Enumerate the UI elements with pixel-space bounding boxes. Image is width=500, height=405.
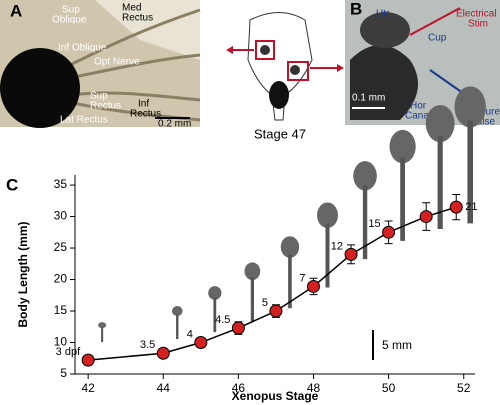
label: Inf — [138, 99, 149, 110]
x-tick-label: 52 — [457, 381, 471, 395]
label: Stim — [468, 19, 488, 30]
label: Rectus — [90, 101, 121, 112]
chart: 5 10 15 20 25 30 35 42 44 46 48 50 52 Xenopus Stage Bo… — [16, 86, 486, 403]
x-tick-label: 48 — [307, 381, 321, 395]
data-point — [449, 200, 463, 214]
data-point — [382, 225, 396, 239]
label: Sup — [62, 5, 80, 16]
panel-a: A Sup Oblique Med Rectus Inf Oblique Opt… — [0, 0, 201, 130]
label: Canal — [405, 111, 431, 122]
label: Rectus — [122, 13, 153, 24]
label: Pulse — [470, 117, 495, 128]
tadpole-head — [353, 161, 377, 191]
label: Electrical — [456, 9, 497, 20]
y-tick-label: 25 — [54, 240, 68, 254]
label: Cup — [428, 33, 447, 44]
label: 0.1 mm — [352, 93, 385, 104]
scale-label: 5 mm — [382, 338, 412, 352]
tadpole-head — [454, 86, 486, 128]
panel-b: B Utr Cup Electrical Stim 0.1 mm Hor Can… — [345, 0, 500, 128]
panel-letter: A — [10, 1, 22, 20]
y-tick-label: 30 — [54, 209, 68, 223]
label: Rectus — [130, 109, 161, 120]
tadpole-head — [98, 322, 107, 329]
data-point — [231, 321, 245, 335]
data-line — [88, 206, 457, 361]
data-point — [306, 279, 320, 293]
tadpole-head — [208, 286, 222, 300]
caption: Stage 47 — [254, 126, 306, 141]
label: Opt Nerve — [94, 57, 140, 68]
label: Hor — [410, 101, 427, 112]
y-tick-label: 20 — [54, 272, 68, 286]
data-point — [194, 336, 208, 350]
x-tick-label: 44 — [157, 381, 171, 395]
x-tick-label: 42 — [81, 381, 95, 395]
tadpole-head — [316, 202, 338, 228]
y-tick-label: 15 — [54, 303, 68, 317]
label: Lat Rectus — [60, 115, 108, 126]
x-axis-title: Xenopus Stage — [232, 389, 319, 403]
data-label: 7 — [299, 272, 305, 284]
data-label: 3 dpf — [56, 346, 81, 358]
data-label: 21 — [465, 201, 477, 213]
panel-center: Stage 47 — [226, 12, 344, 141]
tadpole-head — [171, 306, 183, 316]
data-label: 3.5 — [140, 339, 155, 351]
data-point — [156, 346, 170, 360]
x-tick-label: 50 — [382, 381, 396, 395]
data-label: 5 — [262, 297, 268, 309]
tadpole-head — [244, 262, 261, 281]
label: Utr — [376, 9, 390, 20]
tadpole-head — [389, 129, 416, 164]
label: 0.2 mm — [158, 119, 191, 130]
data-label: 12 — [331, 240, 343, 252]
label: Inf Oblique — [58, 43, 107, 54]
data-point — [344, 247, 358, 261]
label: Oblique — [52, 15, 87, 26]
data-point — [269, 304, 283, 318]
y-axis-title: Body Length (mm) — [16, 222, 30, 328]
y-tick-label: 10 — [54, 335, 68, 349]
y-tick-label: 5 — [60, 366, 67, 380]
data-label: 4 — [187, 328, 193, 340]
panel-letter: C — [6, 175, 18, 194]
y-tick-label: 35 — [54, 177, 68, 191]
x-tick-label: 46 — [232, 381, 246, 395]
data-point — [81, 353, 95, 367]
data-label: 15 — [368, 218, 380, 230]
data-label: 4.5 — [215, 314, 230, 326]
tadpole-head — [280, 236, 300, 258]
label: Med — [122, 3, 141, 14]
panel-letter: B — [350, 0, 362, 18]
label: Sup — [90, 91, 108, 102]
tadpole-head — [425, 104, 455, 143]
data-point — [419, 210, 433, 224]
